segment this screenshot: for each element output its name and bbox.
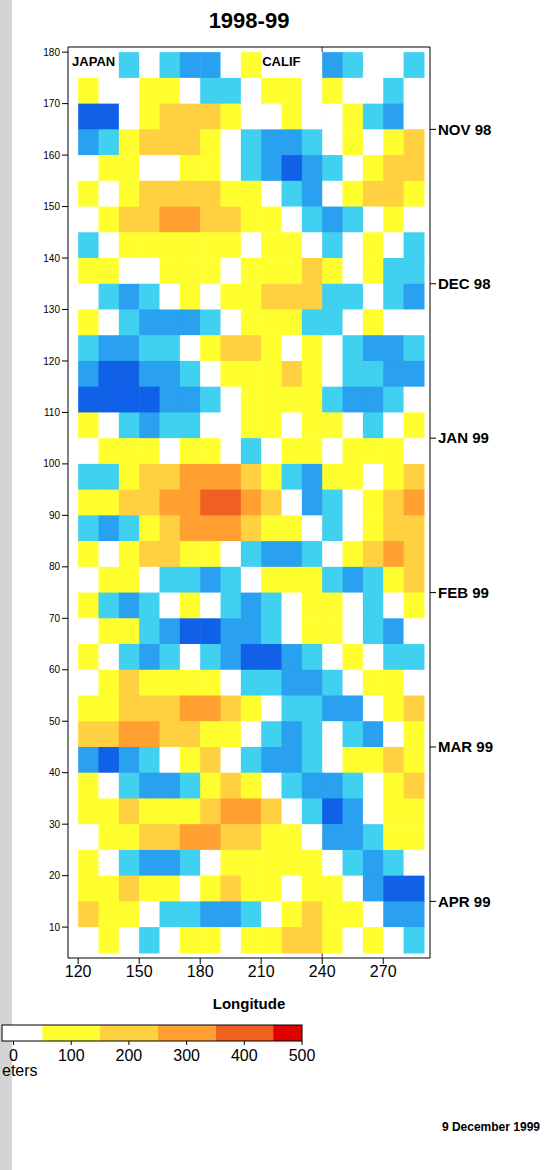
svg-text:100: 100 — [43, 458, 60, 469]
html-text:9 December 1999: 9 December 1999 — [441, 1120, 540, 1134]
svg-text:160: 160 — [43, 150, 60, 161]
svg-text:170: 170 — [43, 98, 60, 109]
svg-text:150: 150 — [43, 201, 60, 212]
svg-text:120: 120 — [43, 356, 60, 367]
svg-text:50: 50 — [49, 716, 61, 727]
svg-text:FEB 99: FEB 99 — [438, 584, 489, 601]
svg-text:400: 400 — [231, 1047, 258, 1064]
svg-text:90: 90 — [49, 510, 61, 521]
svg-text:60: 60 — [49, 664, 61, 675]
svg-text:70: 70 — [49, 613, 61, 624]
svg-text:130: 130 — [43, 304, 60, 315]
svg-text:500: 500 — [289, 1047, 316, 1064]
svg-text:120: 120 — [65, 963, 92, 980]
svg-text:180: 180 — [43, 47, 60, 58]
svg-text:110: 110 — [44, 407, 60, 418]
svg-text:200: 200 — [116, 1047, 143, 1064]
html-text:CALIF: CALIF — [262, 54, 301, 70]
svg-text:150: 150 — [126, 963, 153, 980]
svg-text:20: 20 — [49, 870, 61, 881]
svg-text:80: 80 — [49, 561, 61, 572]
svg-text:210: 210 — [248, 963, 275, 980]
svg-text:100: 100 — [58, 1047, 85, 1064]
svg-text:140: 140 — [43, 253, 60, 264]
html-text:JAPAN: JAPAN — [72, 54, 116, 70]
svg-text:240: 240 — [309, 963, 336, 980]
svg-text:30: 30 — [49, 819, 61, 830]
svg-text:270: 270 — [370, 963, 397, 980]
html-text:1998-99: 1998-99 — [208, 8, 290, 33]
svg-text:10: 10 — [49, 922, 61, 933]
html-text:eters: eters — [2, 1062, 38, 1079]
svg-text:Longitude: Longitude — [213, 995, 285, 1012]
svg-text:MAR 99: MAR 99 — [438, 738, 493, 755]
svg-text:DEC 98: DEC 98 — [438, 275, 491, 292]
svg-text:180: 180 — [187, 963, 214, 980]
svg-text:APR 99: APR 99 — [438, 893, 491, 910]
svg-text:0: 0 — [9, 1047, 18, 1064]
svg-text:NOV 98: NOV 98 — [438, 121, 491, 138]
svg-text:300: 300 — [173, 1047, 200, 1064]
svg-text:40: 40 — [49, 767, 61, 778]
svg-text:JAN 99: JAN 99 — [438, 429, 489, 446]
